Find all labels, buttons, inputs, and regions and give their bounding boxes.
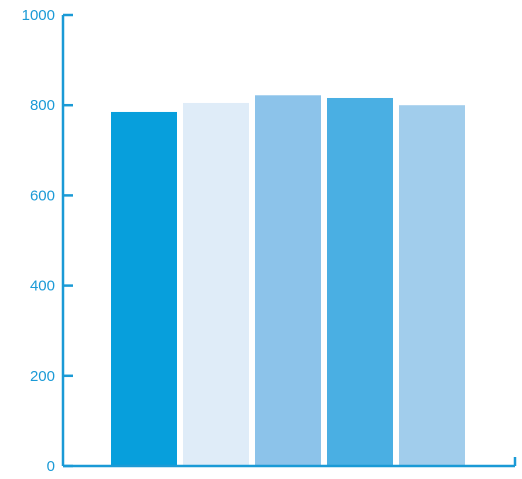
bar-2 [183, 102, 249, 466]
y-tick-label: 800 [30, 97, 55, 114]
y-tick-label: 600 [30, 187, 55, 204]
y-ticks-group: 0 200 400 600 800 1000 [22, 7, 73, 475]
bars-group [111, 95, 465, 466]
y-tick-label: 400 [30, 278, 55, 295]
bar-4 [327, 97, 393, 466]
y-tick-label: 0 [47, 458, 55, 475]
y-tick-label: 1000 [22, 7, 55, 24]
bar-5 [399, 105, 465, 466]
axes-group [61, 15, 517, 468]
bar-1 [111, 111, 177, 466]
y-tick-label: 200 [30, 368, 55, 385]
bar-3 [255, 95, 321, 466]
